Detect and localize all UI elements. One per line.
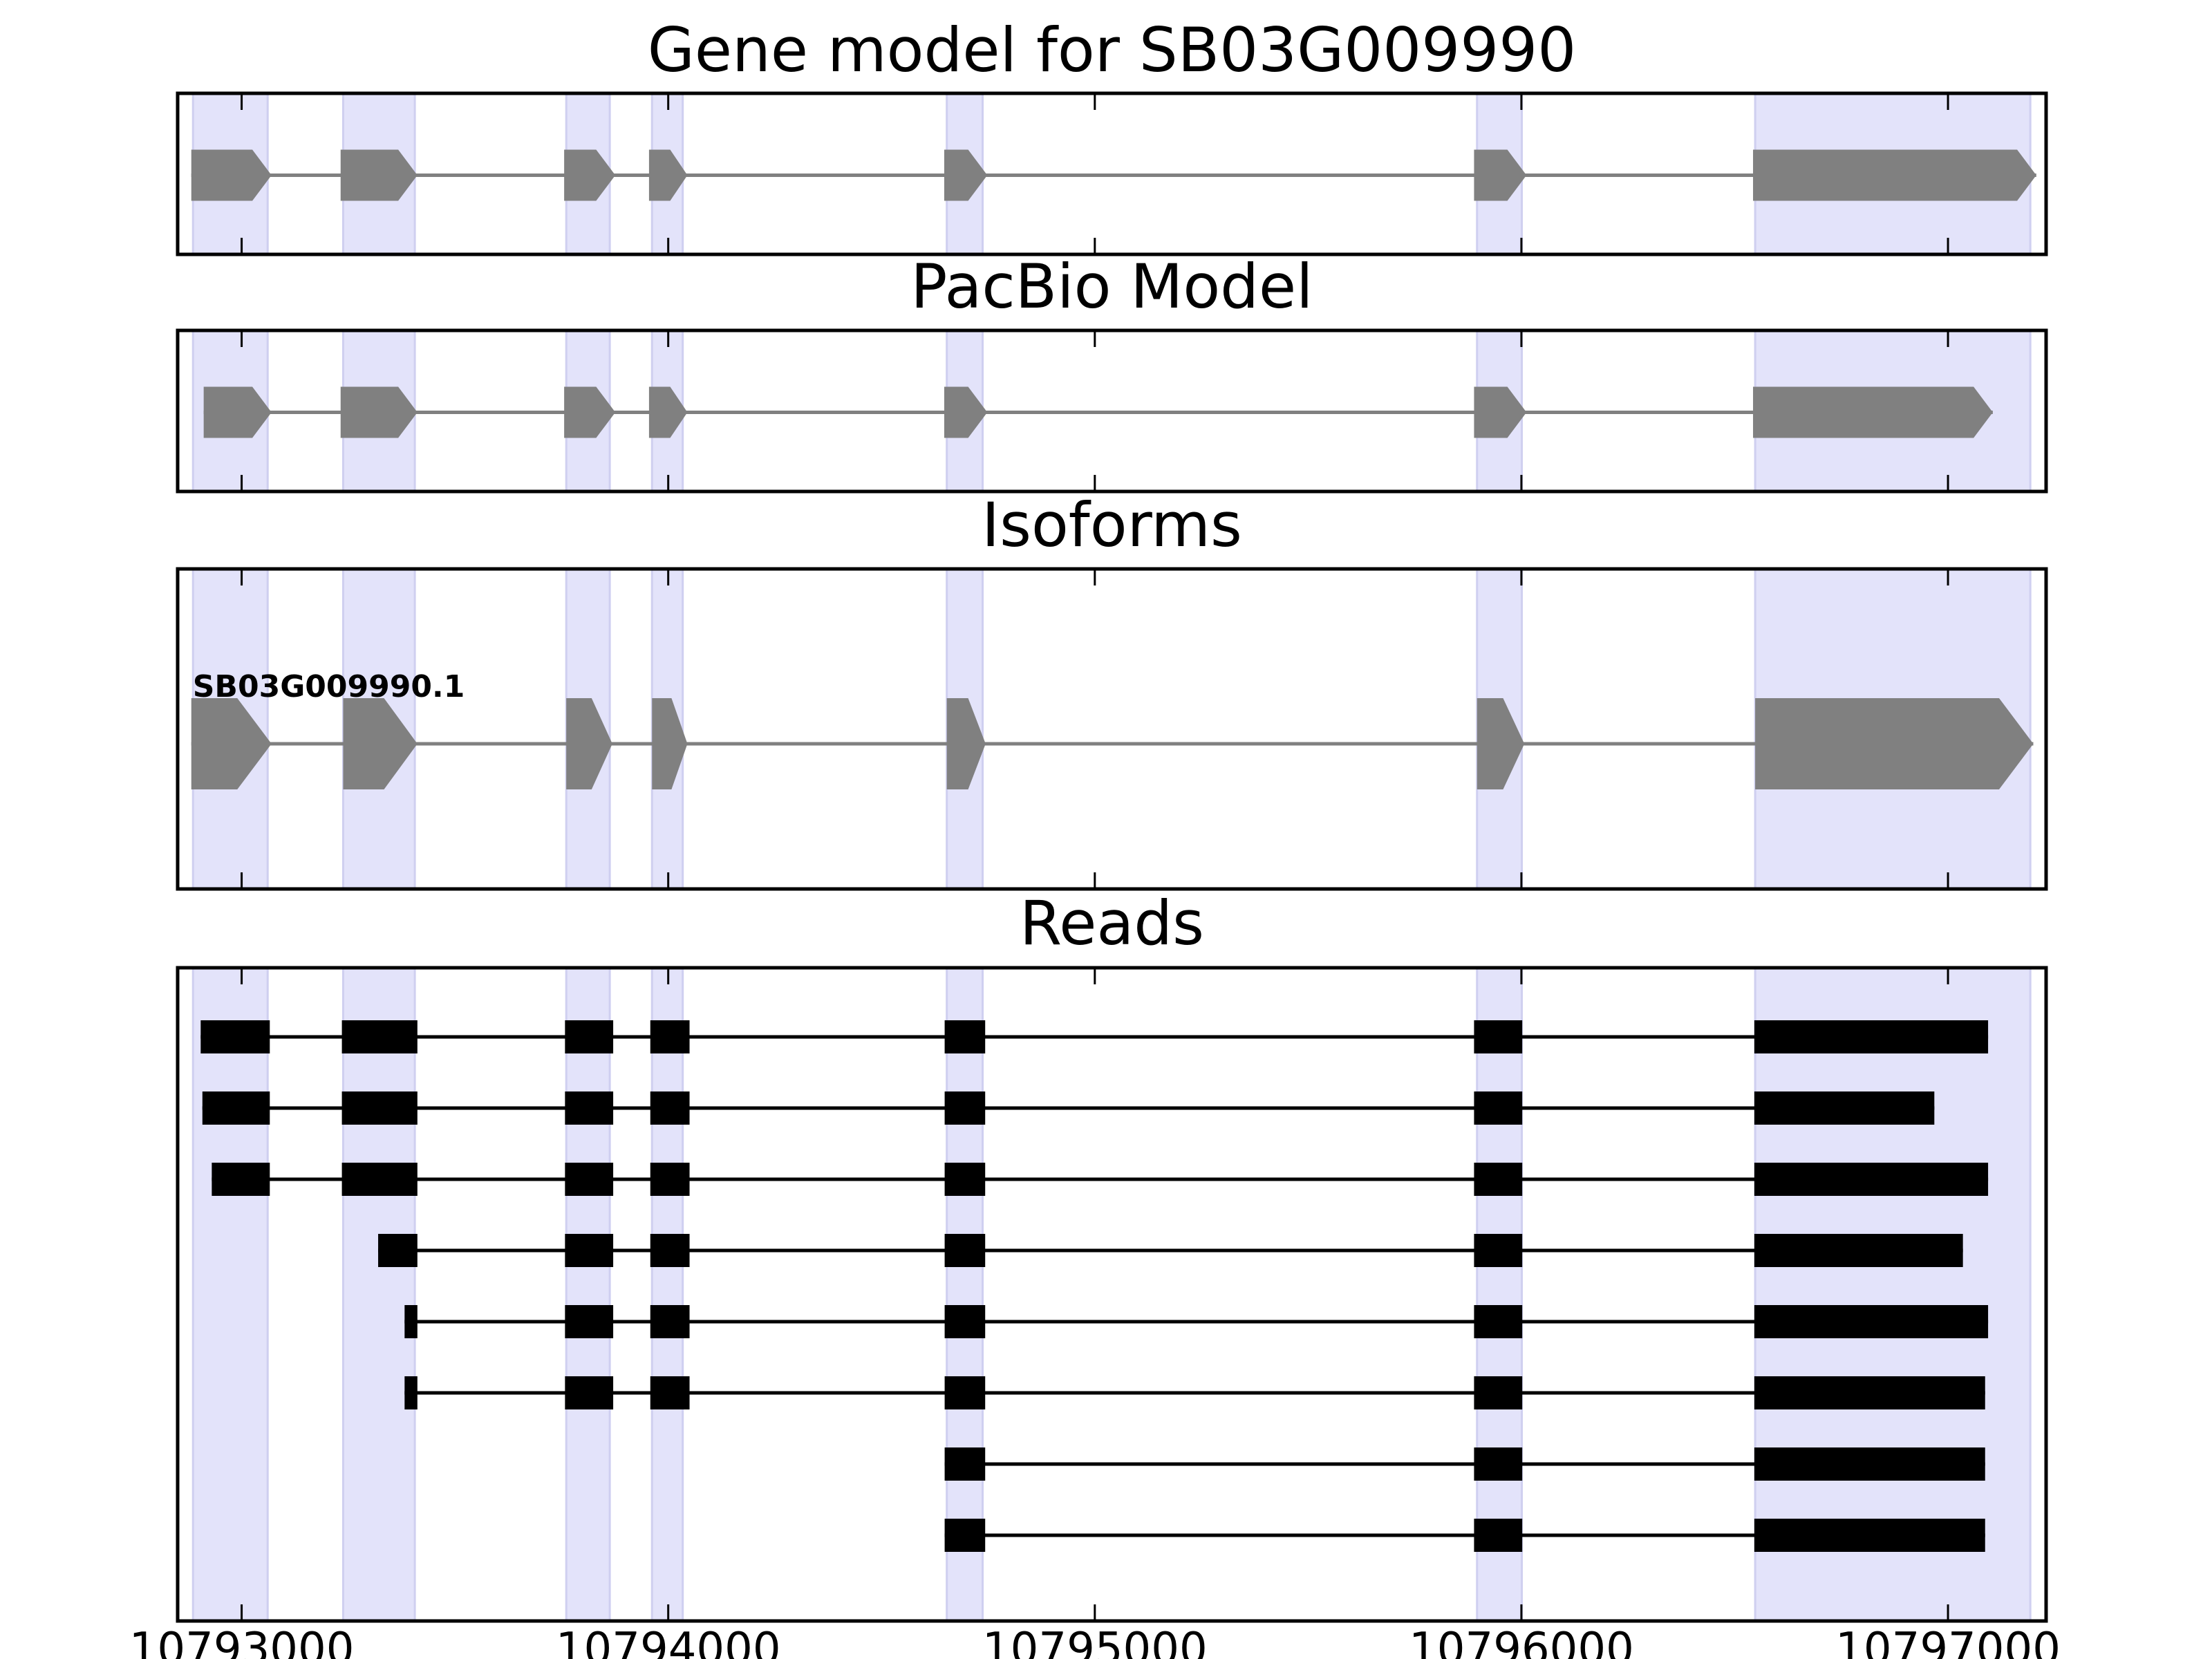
reads-track-5-exon-4 xyxy=(944,1305,986,1338)
isoforms-track-1-exon-7 xyxy=(1755,698,2034,789)
reads-track-8-exon-2 xyxy=(1474,1519,1523,1552)
pacbio-model-track-1-exon-1 xyxy=(203,386,272,438)
reads-track-4-exon-1 xyxy=(378,1234,418,1267)
reads-title: Reads xyxy=(1020,888,1204,959)
isoforms-track-1-exon-3 xyxy=(566,698,612,789)
reads-track-7-exon-1 xyxy=(944,1447,986,1481)
reads-track-5-exon-2 xyxy=(565,1305,614,1338)
pacbio-model-track-1-exon-5 xyxy=(944,386,988,438)
reads-track-6-exon-6 xyxy=(1754,1376,1985,1409)
reads-track-1-exon-3 xyxy=(565,1020,614,1053)
reads-track-2-exon-7 xyxy=(1754,1091,1935,1125)
reads-track-3-exon-3 xyxy=(565,1163,614,1196)
reads-track-5-exon-3 xyxy=(650,1305,690,1338)
gene-model-track-1-exon-7 xyxy=(1753,149,2036,201)
isoforms-track-1-label: SB03G009990.1 xyxy=(193,669,465,704)
reads-track-3-exon-5 xyxy=(944,1163,986,1196)
isoforms-title: Isoforms xyxy=(982,489,1242,561)
pacbio-model-title: PacBio Model xyxy=(910,251,1313,322)
reads-track-3-exon-2 xyxy=(341,1163,418,1196)
reads-track-8-exon-1 xyxy=(944,1519,986,1552)
reads-track-7-exon-2 xyxy=(1474,1447,1523,1481)
reads-track-2-exon-6 xyxy=(1474,1091,1523,1125)
pacbio-model-track-1-exon-2 xyxy=(340,386,418,438)
reads-track-5-exon-6 xyxy=(1754,1305,1989,1338)
reads-track-2-exon-5 xyxy=(944,1091,986,1125)
gene-model-track-1-exon-5 xyxy=(944,149,988,201)
reads-track-3-exon-4 xyxy=(650,1163,690,1196)
reads-track-2-exon-2 xyxy=(341,1091,418,1125)
reads-track-6-exon-5 xyxy=(1474,1376,1523,1409)
reads-track-1-exon-6 xyxy=(1474,1020,1523,1053)
pacbio-model-track-1-exon-4 xyxy=(648,386,688,438)
reads-track-4-exon-5 xyxy=(1474,1234,1523,1267)
gene-model-track-1-exon-2 xyxy=(340,149,418,201)
xtick-label-3: 10795000 xyxy=(982,1624,1208,1659)
isoforms-track-1-exon-4 xyxy=(652,698,688,789)
isoforms-track-1-exon-1 xyxy=(191,698,272,789)
reads-exon-band-7 xyxy=(1754,966,2032,1622)
xtick-label-4: 10796000 xyxy=(1409,1624,1634,1659)
reads-track-1-exon-5 xyxy=(944,1020,986,1053)
pacbio-model-frame xyxy=(176,328,2048,494)
gene-model-track-1-exon-6 xyxy=(1474,149,1527,201)
reads-track-8-exon-3 xyxy=(1754,1519,1985,1552)
reads-exon-band-2 xyxy=(341,966,416,1622)
reads-track-5-exon-1 xyxy=(404,1305,418,1338)
isoforms-track-1-exon-5 xyxy=(946,698,986,789)
isoforms-frame xyxy=(176,567,2048,891)
reads-track-1-exon-1 xyxy=(200,1020,270,1053)
gene-model-frame xyxy=(176,91,2048,256)
gene-model-title: Gene model for SB03G009990 xyxy=(648,15,1577,86)
gene-model-track-1-exon-1 xyxy=(191,149,272,201)
pacbio-model-track-1-exon-3 xyxy=(564,386,616,438)
reads-exon-band-4 xyxy=(650,966,684,1622)
reads-track-6-exon-1 xyxy=(404,1376,418,1409)
reads-track-3-exon-6 xyxy=(1474,1163,1523,1196)
xtick-label-1: 10793000 xyxy=(129,1624,355,1659)
reads-track-3-exon-1 xyxy=(212,1163,270,1196)
isoforms-track-1-exon-2 xyxy=(343,698,418,789)
pacbio-model-track-1-exon-6 xyxy=(1474,386,1527,438)
reads-exon-band-1 xyxy=(191,966,269,1622)
reads-exon-band-3 xyxy=(565,966,611,1622)
isoforms-track-1-exon-6 xyxy=(1477,698,1525,789)
reads-track-7-exon-3 xyxy=(1754,1447,1985,1481)
reads-track-5-exon-5 xyxy=(1474,1305,1523,1338)
reads-track-1-exon-4 xyxy=(650,1020,690,1053)
reads-track-3-exon-7 xyxy=(1754,1163,1989,1196)
reads-track-2-exon-1 xyxy=(202,1091,270,1125)
pacbio-model-track-1-exon-7 xyxy=(1753,386,1993,438)
reads-frame xyxy=(176,966,2048,1623)
reads-track-1-exon-7 xyxy=(1754,1020,1989,1053)
xtick-label-2: 10794000 xyxy=(556,1624,781,1659)
gene-model-track-1-exon-4 xyxy=(648,149,688,201)
reads-track-4-exon-4 xyxy=(944,1234,986,1267)
reads-track-4-exon-3 xyxy=(650,1234,690,1267)
reads-track-6-exon-2 xyxy=(565,1376,614,1409)
reads-track-2-exon-4 xyxy=(650,1091,690,1125)
reads-track-4-exon-2 xyxy=(565,1234,614,1267)
reads-track-1-exon-2 xyxy=(341,1020,418,1053)
reads-track-6-exon-4 xyxy=(944,1376,986,1409)
reads-track-6-exon-3 xyxy=(650,1376,690,1409)
xtick-label-5: 10797000 xyxy=(1835,1624,2061,1659)
reads-track-2-exon-3 xyxy=(565,1091,614,1125)
gene-model-track-1-exon-3 xyxy=(564,149,616,201)
reads-track-4-exon-6 xyxy=(1754,1234,1963,1267)
